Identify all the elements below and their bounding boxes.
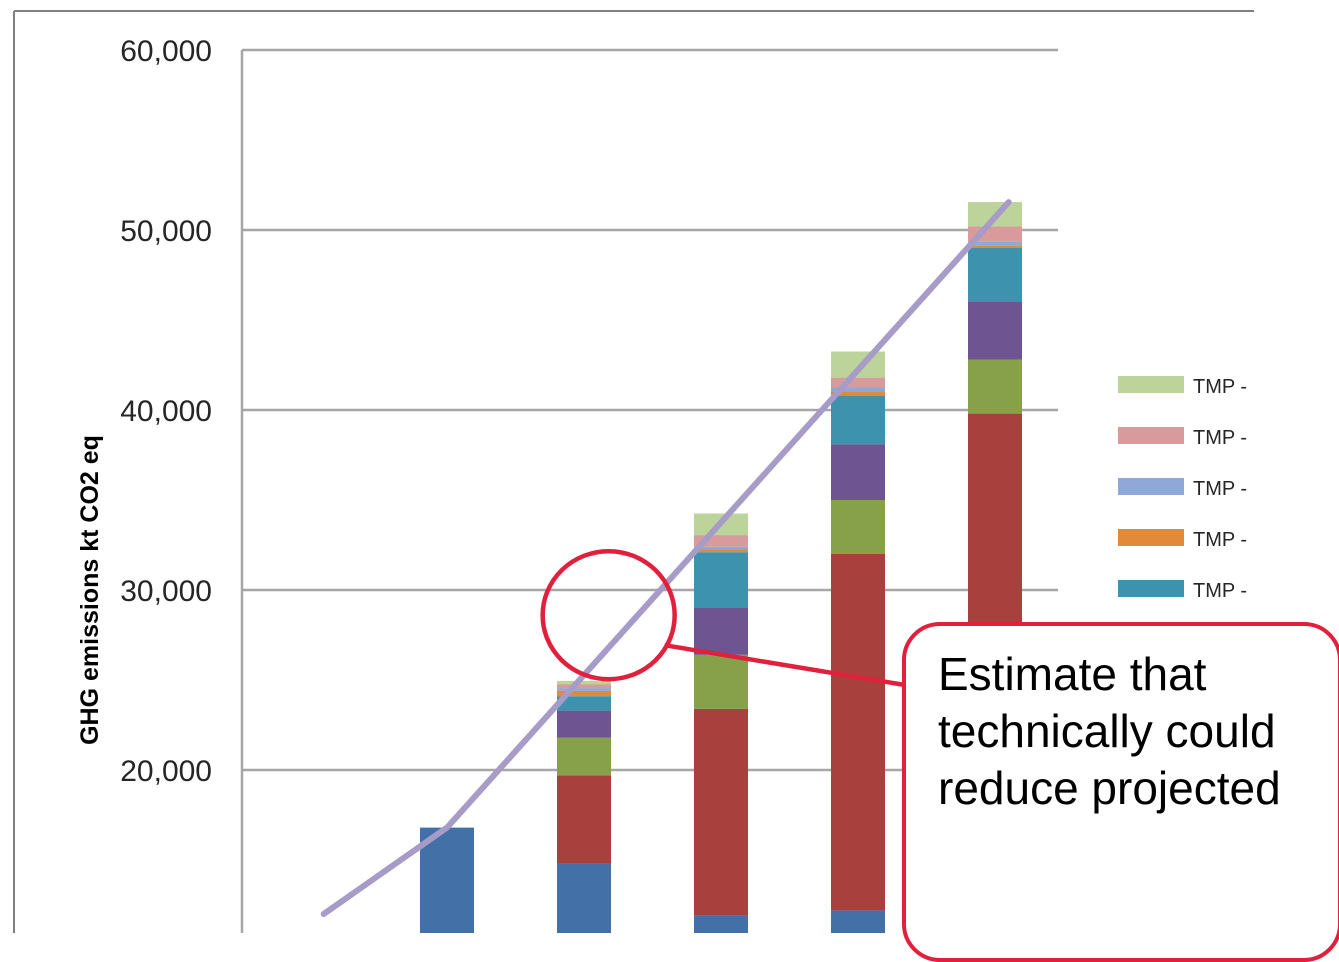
bar-segment (694, 535, 748, 547)
bar-segment (831, 444, 885, 500)
bar-segment (968, 302, 1022, 360)
legend-swatch (1118, 427, 1184, 444)
bar-segment (831, 395, 885, 445)
bar-segment (420, 827, 474, 940)
bar-segment (831, 554, 885, 911)
bar-segment (694, 549, 748, 553)
callout-connector (664, 642, 906, 688)
callout-box: Estimate that technically could reduce p… (902, 622, 1339, 962)
highlight-circle (540, 548, 677, 682)
bar-stack (420, 827, 474, 940)
bar-segment (968, 245, 1022, 248)
legend-item: TMP - (1118, 529, 1247, 551)
legend-item: TMP - (1118, 376, 1247, 398)
bar-segment (831, 377, 885, 388)
bar-segment (694, 915, 748, 940)
legend-swatch (1118, 478, 1184, 495)
bar-segment (968, 241, 1022, 246)
callout-text: Estimate that technically could reduce p… (938, 648, 1281, 814)
bar-segment (968, 248, 1022, 302)
legend-swatch (1118, 580, 1184, 597)
bar-segment (557, 710, 611, 738)
chart: 20,000 30,000 40,000 50,000 60,000 GHG emissi… (13, 10, 1339, 962)
bar-segment (831, 500, 885, 554)
bar-segment (831, 387, 885, 392)
legend-label: TMP - (1193, 580, 1247, 602)
legend-label: TMP - (1193, 529, 1247, 551)
y-axis-label: GHG emissions kt CO2 eq (76, 435, 104, 745)
bar-segment (557, 680, 611, 685)
y-tick-label: 50,000 (120, 215, 212, 248)
legend-swatch (1118, 376, 1184, 393)
bar-segment (968, 359, 1022, 414)
legend-label: TMP - (1193, 427, 1247, 449)
bar-stack (831, 351, 885, 940)
y-tick-label: 20,000 (120, 755, 212, 788)
bar-segment (694, 546, 748, 550)
bar-segment (694, 552, 748, 608)
bar-segment (557, 684, 611, 689)
y-tick-label: 30,000 (120, 575, 212, 608)
legend-swatch (1118, 529, 1184, 546)
bar-segment (557, 775, 611, 864)
bar-segment (831, 392, 885, 396)
bar-segment (557, 690, 611, 697)
bar-segment (694, 708, 748, 916)
legend-item: TMP - (1118, 478, 1247, 500)
y-tick-label: 60,000 (120, 35, 212, 68)
bar-segment (694, 608, 748, 655)
bar-segment (694, 654, 748, 709)
bar-segment (557, 863, 611, 940)
y-tick-label: 40,000 (120, 395, 212, 428)
trend-line (320, 199, 1012, 917)
bar-segment (557, 696, 611, 711)
bar-stack (694, 513, 748, 940)
legend-label: TMP - (1193, 478, 1247, 500)
bar-segment (831, 910, 885, 940)
bar-stack (557, 680, 611, 940)
legend-label: TMP - (1193, 376, 1247, 398)
bar-segment (557, 688, 611, 691)
bar-segment (557, 737, 611, 776)
legend-item: TMP - (1118, 580, 1247, 602)
legend-item: TMP - (1118, 427, 1247, 449)
